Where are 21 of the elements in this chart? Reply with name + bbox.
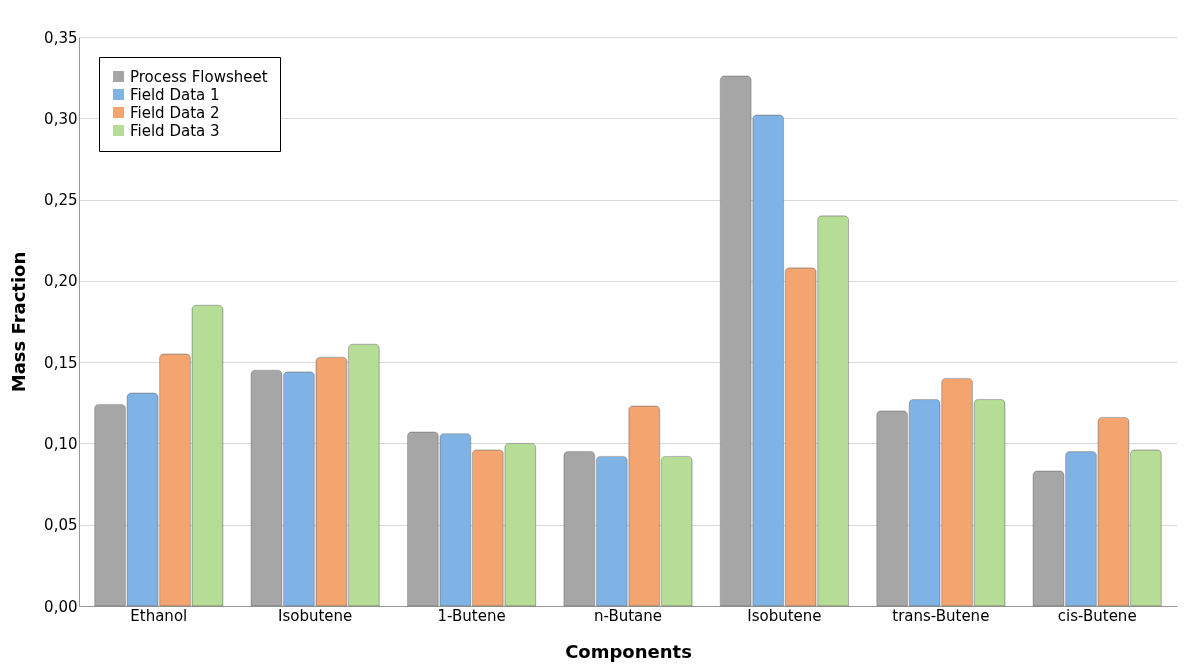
legend-label: Field Data 1 xyxy=(130,85,220,104)
y-tick-label: 0,30 xyxy=(44,109,78,128)
x-tick-label: Isobutene xyxy=(278,606,353,625)
x-tick-label: Isobutene xyxy=(747,606,822,625)
y-tick-label: 0,35 xyxy=(44,28,78,47)
x-tick-label: cis-Butene xyxy=(1057,606,1137,625)
x-axis-title: Components xyxy=(565,640,692,662)
y-tick-label: 0,05 xyxy=(44,516,78,535)
y-tick-label: 0,25 xyxy=(44,191,78,210)
y-axis-title: Mass Fraction xyxy=(8,251,30,393)
y-tick-label: 0,00 xyxy=(44,597,78,616)
y-tick-label: 0,15 xyxy=(44,353,78,372)
legend-label: Process Flowsheet xyxy=(130,67,268,86)
x-tick-label: trans-Butene xyxy=(892,606,990,625)
x-tick-label: Ethanol xyxy=(130,606,188,625)
y-tick-label: 0,10 xyxy=(44,434,78,453)
legend-label: Field Data 3 xyxy=(130,121,220,140)
legend-label: Field Data 2 xyxy=(130,103,220,122)
x-tick-label: n-Butane xyxy=(594,606,662,625)
y-tick-label: 0,20 xyxy=(44,272,78,291)
x-tick-label: 1-Butene xyxy=(437,606,506,625)
